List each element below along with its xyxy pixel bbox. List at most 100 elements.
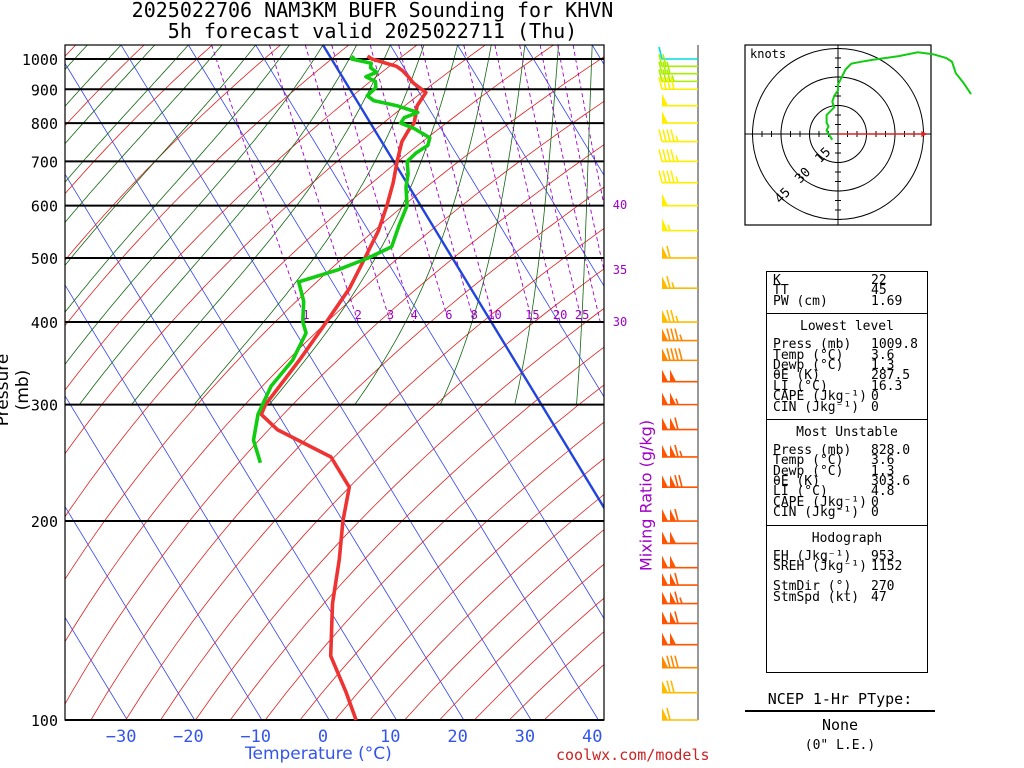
wind-barb xyxy=(662,328,698,342)
index-row: LI (°C) 4.8 xyxy=(767,484,927,500)
section-title: Most Unstable xyxy=(796,424,898,440)
mixing-ratio-value: 20 xyxy=(553,308,567,322)
index-row: TT 45 xyxy=(767,283,927,299)
dry-adiabat xyxy=(543,664,604,720)
footer-url[interactable]: coolwx.com/models xyxy=(556,746,710,764)
pressure-tick-label: 1000 xyxy=(22,51,58,69)
pressure-tick-label: 800 xyxy=(31,115,58,133)
index-value: 953 xyxy=(871,548,895,564)
wind-barb xyxy=(662,369,698,383)
wind-barb xyxy=(662,348,698,362)
index-row: CAPE (Jkg⁻¹) 0 xyxy=(767,494,927,510)
ptype-value: None xyxy=(821,716,859,734)
mixing-ratio-value: 4 xyxy=(411,308,418,322)
index-row: StmDir (°) 270 xyxy=(767,579,927,595)
temperature-tick-label: −20 xyxy=(173,727,204,747)
dry-adiabat xyxy=(65,45,281,261)
wind-barb xyxy=(662,680,698,694)
index-value: 0 xyxy=(871,494,879,510)
mixing-ratio-value: 8 xyxy=(471,308,478,322)
wind-barb xyxy=(662,508,698,522)
isotherm xyxy=(389,45,604,398)
index-name: EH (Jkg⁻¹) xyxy=(773,548,852,564)
moist-adiabat xyxy=(65,45,257,266)
index-value: 0 xyxy=(871,399,879,415)
dry-adiabat xyxy=(264,384,604,720)
mixing-ratio-value: 30 xyxy=(613,315,627,329)
dry-adiabat xyxy=(439,563,604,720)
index-name: TT xyxy=(773,283,789,299)
dry-adiabat xyxy=(229,346,604,720)
dry-adiabat xyxy=(299,421,604,720)
index-row: SREH (Jkg⁻¹) 1152 xyxy=(767,559,927,575)
y-axis-label: Pressure (mb) xyxy=(0,353,33,427)
index-name: SREH (Jkg⁻¹) xyxy=(773,559,867,575)
hodograph-units: knots xyxy=(750,47,786,61)
index-name: StmDir (°) xyxy=(773,579,852,595)
index-name: θE (K) xyxy=(773,474,820,490)
index-value: 1009.8 xyxy=(871,337,918,353)
pressure-tick-label: 200 xyxy=(31,513,58,531)
mixing-ratio-value: 1 xyxy=(302,308,309,322)
pressure-tick-label: 900 xyxy=(31,81,58,99)
index-value: 1152 xyxy=(871,559,903,575)
index-row: CIN (Jkg⁻¹) 0 xyxy=(767,399,927,415)
dry-adiabat xyxy=(160,268,604,720)
plot-area xyxy=(65,45,604,720)
isotherm xyxy=(65,505,195,720)
dry-adiabat xyxy=(90,186,604,720)
index-name: LI (°C) xyxy=(773,378,828,394)
moist-adiabat xyxy=(268,45,458,405)
index-name: LI (°C) xyxy=(773,484,828,500)
plot-frame xyxy=(64,44,605,721)
moist-adiabat xyxy=(131,45,391,405)
wind-barb xyxy=(662,591,698,605)
wind-barb xyxy=(662,531,698,545)
moist-adiabat xyxy=(79,45,357,405)
pressure-tick-label: 500 xyxy=(31,250,58,268)
moist-adiabat xyxy=(65,45,290,313)
wind-barb xyxy=(662,632,698,646)
index-value: 3.6 xyxy=(871,347,895,363)
mixing-ratio-line xyxy=(539,45,601,323)
mixing-ratio-value: 35 xyxy=(613,263,627,277)
dry-adiabat xyxy=(508,631,604,720)
section-title: Hodograph xyxy=(811,530,883,546)
temperature-tick-label: 0 xyxy=(318,727,328,747)
index-value: 1.3 xyxy=(871,463,895,479)
mixing-ratio-value: 2 xyxy=(355,308,362,322)
dry-adiabat xyxy=(65,100,604,643)
index-value: 1.3 xyxy=(871,357,895,373)
pressure-tick-label: 100 xyxy=(31,712,58,730)
isotherm xyxy=(524,45,604,176)
index-value: 828.0 xyxy=(871,442,911,458)
isotherm xyxy=(188,45,599,720)
index-name: CIN (Jkg⁻¹) xyxy=(773,399,860,415)
dry-adiabat xyxy=(65,45,554,518)
isotherm xyxy=(65,173,397,720)
dry-adiabat xyxy=(65,45,213,195)
moist-adiabat xyxy=(65,45,223,224)
dry-adiabat xyxy=(65,45,145,127)
chart-subtitle: 5h forecast valid 2025022711 (Thu) xyxy=(167,19,578,43)
index-value: 16.3 xyxy=(871,378,903,394)
temperature-tick-label: 20 xyxy=(447,727,467,747)
pressure-tick-label: 400 xyxy=(31,314,58,332)
wind-barb xyxy=(658,54,698,68)
index-value: 22 xyxy=(871,273,887,288)
dry-adiabat xyxy=(125,227,604,720)
index-row: Dewp (°C) 1.3 xyxy=(767,463,927,479)
skewt-plot: 1 2 3 4 6 8 10 15 20 25 30354010020030040050060070… xyxy=(22,44,699,747)
mixing-ratio-line xyxy=(331,45,415,323)
wind-barb xyxy=(658,77,698,91)
isotherm xyxy=(65,284,330,720)
x-axis-label: Temperature (°C) xyxy=(245,744,392,764)
freezing-isotherm xyxy=(321,45,604,510)
moist-adiabat xyxy=(439,45,526,405)
mixing-ratio-value: 6 xyxy=(445,308,452,322)
wind-barb xyxy=(658,129,698,143)
index-value: 0 xyxy=(871,505,879,521)
wind-barb xyxy=(662,555,698,569)
dry-adiabat xyxy=(474,597,604,720)
wind-barb xyxy=(662,245,698,259)
